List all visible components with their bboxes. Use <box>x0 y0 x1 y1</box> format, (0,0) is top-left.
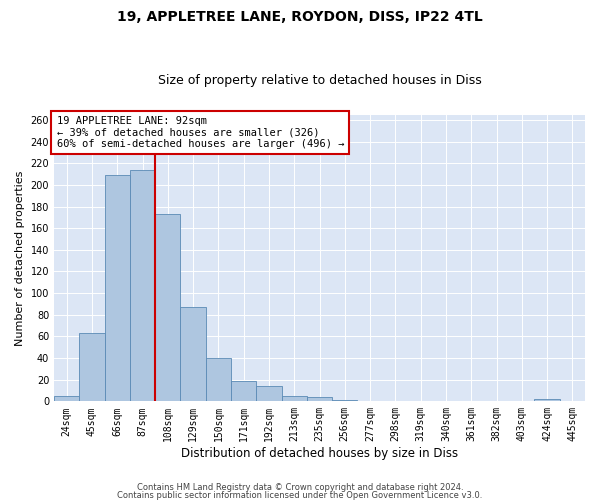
Bar <box>54 396 79 402</box>
Y-axis label: Number of detached properties: Number of detached properties <box>15 170 25 346</box>
X-axis label: Distribution of detached houses by size in Diss: Distribution of detached houses by size … <box>181 447 458 460</box>
Text: Contains public sector information licensed under the Open Government Licence v3: Contains public sector information licen… <box>118 490 482 500</box>
Bar <box>535 399 560 402</box>
Bar <box>181 307 206 402</box>
Bar <box>281 396 307 402</box>
Bar <box>231 381 256 402</box>
Bar <box>307 397 332 402</box>
Bar <box>79 333 104 402</box>
Bar <box>130 170 155 402</box>
Text: 19, APPLETREE LANE, ROYDON, DISS, IP22 4TL: 19, APPLETREE LANE, ROYDON, DISS, IP22 4… <box>117 10 483 24</box>
Bar <box>155 214 181 402</box>
Text: 19 APPLETREE LANE: 92sqm
← 39% of detached houses are smaller (326)
60% of semi-: 19 APPLETREE LANE: 92sqm ← 39% of detach… <box>56 116 344 149</box>
Title: Size of property relative to detached houses in Diss: Size of property relative to detached ho… <box>158 74 481 87</box>
Bar <box>256 386 281 402</box>
Bar <box>206 358 231 402</box>
Bar <box>104 175 130 402</box>
Bar <box>332 400 358 402</box>
Text: Contains HM Land Registry data © Crown copyright and database right 2024.: Contains HM Land Registry data © Crown c… <box>137 484 463 492</box>
